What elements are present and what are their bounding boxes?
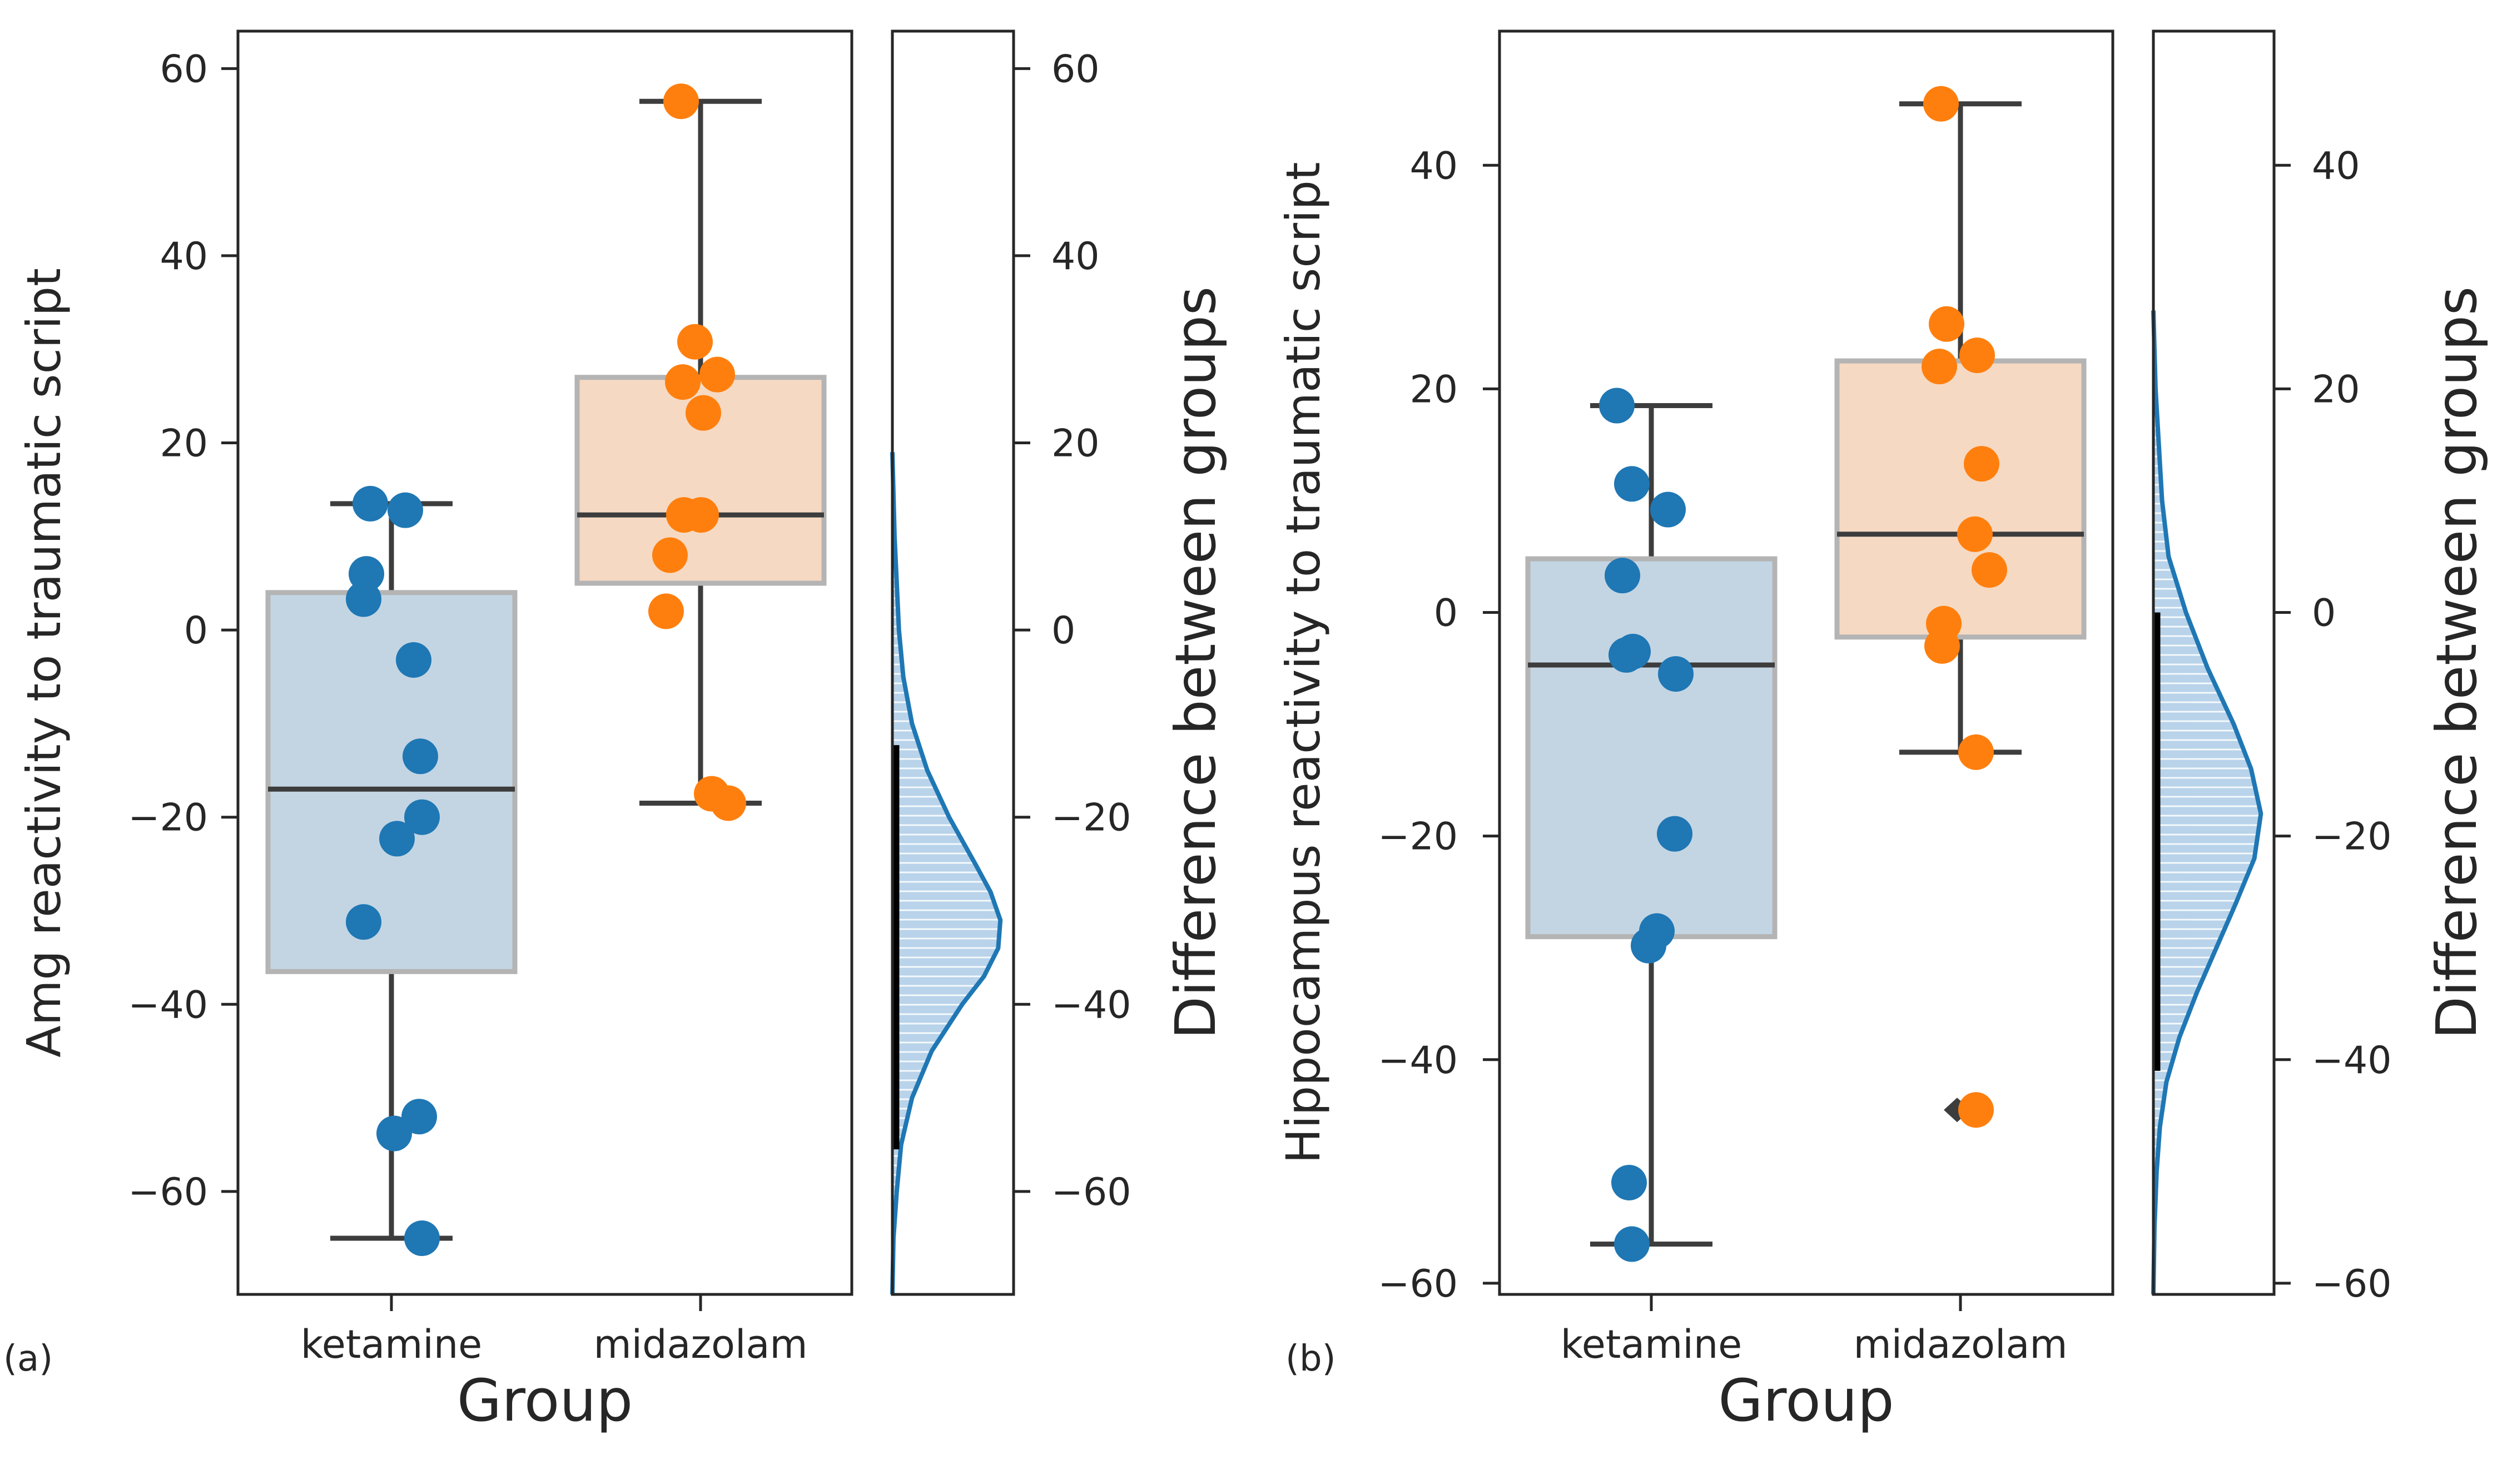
y-tick-label: 40: [1409, 144, 1458, 188]
difference-y-tick-label: −20: [1051, 796, 1131, 840]
data-point-ketamine: [388, 492, 423, 528]
difference-y-tick-label: −60: [2312, 1262, 2392, 1306]
data-point-ketamine: [1614, 1226, 1650, 1262]
data-point-midazolam: [1922, 349, 1957, 385]
difference-axis-label: Difference between groups: [2424, 286, 2489, 1039]
difference-plot: 60 40 20 0 −20 −40 −60 Difference between group…: [890, 29, 1228, 1296]
difference-y-tick-label: 20: [2312, 368, 2360, 411]
data-point-ketamine: [1614, 466, 1650, 502]
y-tick-label: −40: [128, 983, 208, 1027]
difference-y-tick-label: 0: [2312, 592, 2336, 636]
data-point-ketamine: [1658, 656, 1694, 692]
difference-y-tick-label: 0: [1051, 609, 1075, 653]
data-point-ketamine: [396, 642, 431, 678]
data-point-ketamine: [1631, 927, 1666, 964]
plot-frame: [236, 29, 853, 1296]
data-point-ketamine: [404, 1220, 440, 1257]
y-tick-label: −60: [128, 1170, 208, 1214]
data-point-midazolam: [1958, 1092, 1994, 1128]
data-point-ketamine: [376, 1115, 412, 1152]
y-tick-label: 0: [184, 609, 208, 653]
data-point-midazolam: [683, 497, 719, 533]
data-point-midazolam: [665, 364, 701, 400]
difference-y-tick-label: −20: [2312, 815, 2392, 859]
y-axis-label: Amg reactivity to traumatic script: [17, 268, 71, 1058]
y-tick-label: −20: [128, 796, 208, 840]
difference-frame: [891, 29, 1015, 1296]
data-point-midazolam: [711, 785, 746, 821]
x-tick-label: midazolam: [593, 1322, 807, 1367]
y-tick-label: −40: [1378, 1039, 1458, 1083]
difference-plot: 40 20 0 −20 −40 −60 Difference between groups: [2151, 29, 2489, 1306]
x-axis-label: Group: [457, 1367, 633, 1435]
data-point-midazolam: [686, 395, 721, 431]
data-point-midazolam: [1958, 734, 1994, 770]
data-point-ketamine: [1609, 637, 1644, 673]
data-point-ketamine: [379, 821, 415, 857]
plot-frame: [1498, 29, 2114, 1296]
data-point-midazolam: [1957, 516, 1993, 552]
data-point-ketamine: [353, 485, 388, 522]
data-point-midazolam: [1959, 338, 1995, 374]
x-axis-label: Group: [1718, 1367, 1894, 1435]
y-tick-label: 60: [160, 47, 208, 91]
iqr-box: [1525, 556, 1778, 940]
difference-axis-label: Difference between groups: [1163, 286, 1228, 1039]
data-point-midazolam: [1964, 446, 1999, 482]
data-point-ketamine: [404, 799, 440, 835]
x-tick-label: ketamine: [301, 1322, 483, 1367]
data-point-ketamine: [346, 904, 381, 940]
panel-label: (a): [3, 1338, 53, 1379]
data-point-ketamine: [1599, 388, 1635, 424]
data-point-midazolam: [648, 593, 684, 629]
box-midazolam: [574, 98, 827, 806]
box-midazolam: [1834, 101, 2087, 755]
y-tick-label: −20: [1378, 815, 1458, 859]
data-point-midazolam: [1924, 628, 1960, 664]
y-tick-label: 20: [160, 422, 208, 466]
data-point-midazolam: [652, 537, 688, 573]
difference-y-tick-label: −40: [1051, 983, 1131, 1027]
data-point-ketamine: [1650, 492, 1686, 528]
data-point-midazolam: [1972, 552, 2007, 588]
data-point-ketamine: [1611, 1164, 1647, 1200]
box-ketamine: [265, 501, 518, 1241]
difference-y-tick-label: 60: [1051, 47, 1100, 91]
difference-y-tick-label: 40: [1051, 235, 1100, 279]
data-point-midazolam: [1923, 86, 1959, 122]
data-point-ketamine: [1657, 816, 1692, 852]
y-tick-label: 40: [160, 235, 208, 279]
y-tick-label: 20: [1409, 368, 1458, 411]
panel-label: (b): [1285, 1338, 1336, 1379]
y-tick-label: −60: [1378, 1262, 1458, 1306]
data-point-ketamine: [346, 581, 381, 617]
difference-y-tick-label: 20: [1051, 422, 1100, 466]
iqr-box: [1834, 358, 2087, 640]
difference-frame: [2152, 29, 2276, 1296]
data-point-midazolam: [1929, 306, 1964, 342]
difference-y-tick-label: −60: [1051, 1170, 1131, 1214]
y-axis-label: Hippocampus reactivity to traumatic scri…: [1276, 162, 1331, 1164]
kde-fill: [892, 452, 1001, 1295]
data-point-midazolam: [677, 324, 713, 360]
difference-y-tick-label: −40: [2312, 1039, 2392, 1083]
data-point-ketamine: [401, 1099, 437, 1135]
data-point-midazolam: [663, 83, 699, 120]
kde-curve: [2151, 310, 2263, 1295]
data-point-ketamine: [403, 738, 438, 775]
data-point-ketamine: [1605, 558, 1640, 594]
iqr-box: [265, 590, 518, 974]
x-tick-label: midazolam: [1853, 1322, 2067, 1367]
difference-y-tick-label: 40: [2312, 144, 2360, 188]
box-ketamine: [1525, 403, 1778, 1247]
data-point-midazolam: [699, 356, 735, 393]
kde-curve: [890, 452, 1003, 1295]
x-tick-label: ketamine: [1561, 1322, 1742, 1367]
y-tick-label: 0: [1434, 592, 1458, 636]
kde-fill: [2153, 310, 2261, 1295]
